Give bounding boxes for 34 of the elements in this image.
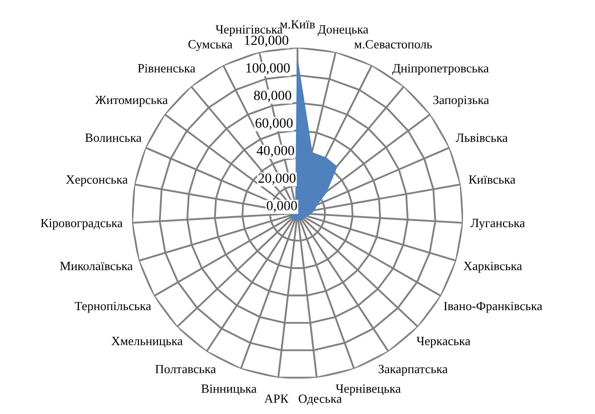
spoke-label: Харківська [464,262,522,273]
spoke-label: Тернопільська [74,302,152,313]
y-tick-label: 0,000 [266,201,297,212]
spoke-label: Волинська [85,134,142,142]
spoke-label: Миколаївська [60,262,133,270]
y-tick-label: 40,000 [256,146,294,158]
spoke-label: Запорізька [433,96,489,107]
spoke-label: Хмельницька [111,336,183,348]
spoke-label: Київська [468,175,516,184]
spoke-label: Одеська [298,394,342,406]
spoke-label: Чернігівська [216,25,282,36]
spoke-label: Закарпатська [378,364,448,376]
spoke-label: Чернівецька [336,384,401,396]
spoke-label: Луганська [470,218,525,230]
spoke-label: Житомирська [95,96,168,107]
spoke-label: Рівненська [138,64,196,72]
spoke-label: Дніпропетровська [392,64,489,75]
y-tick-label: 120,000 [244,36,288,48]
spoke-label: Івано-Франківська [444,302,542,313]
spoke-label: АРК [264,394,289,403]
spoke-label: м.Київ [280,20,315,29]
spoke-label: Херсонська [66,175,128,186]
spoke-label: Полтавська [155,364,216,374]
spoke-label: Львівська [456,134,508,142]
spoke-label: Черкаська [416,336,470,348]
spoke-label: м.Севастополь [354,40,432,49]
y-tick-label: 80,000 [254,90,292,102]
y-tick-label: 100,000 [246,63,290,75]
spoke-label: Донецька [318,25,368,36]
y-tick-label: 60,000 [256,118,293,130]
y-tick-label: 20,000 [258,173,296,185]
spoke-label: Сумська [188,40,232,52]
spoke-label: Вінницька [201,384,257,396]
spoke-label: Кіровоградська [40,218,123,230]
